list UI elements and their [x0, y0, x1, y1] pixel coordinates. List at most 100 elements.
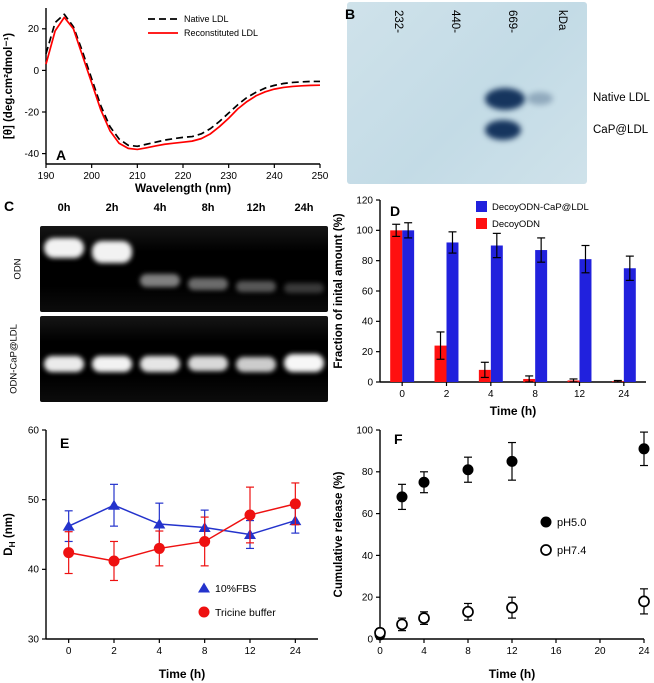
svg-text:4: 4	[488, 389, 494, 400]
svg-text:0: 0	[399, 389, 405, 400]
legend: pH5.0 pH7.4	[540, 516, 586, 557]
svg-text:80: 80	[362, 256, 374, 267]
svg-text:200: 200	[83, 171, 100, 182]
axes: -40 -20 0 20 190 200 210 220 230 240 250	[25, 8, 329, 182]
cumulative-release-chart: 0 20 40 60 80 100 0 4 8 12 16 20 24 Time (h) Cumulativ…	[333, 425, 650, 681]
gel-band	[44, 238, 84, 258]
gel-band	[140, 356, 180, 372]
timepoint-label: 24h	[294, 202, 314, 214]
timepoint-label: 8h	[201, 202, 215, 214]
svg-text:24: 24	[618, 389, 630, 400]
x-axis-label: Time (h)	[490, 404, 536, 418]
panel-d-stability-bar-chart: 0 20 40 60 80 100 120 0 2 4 8 12 24 Time (h) Fraction …	[330, 192, 654, 420]
svg-text:Tricine buffer: Tricine buffer	[215, 607, 276, 619]
series-tricine-buffer	[63, 482, 301, 582]
kda-marker-label: 440-	[449, 10, 461, 34]
axes: 0 20 40 60 80 100 0 4 8 12 16 20 24	[356, 425, 650, 657]
gel-band	[92, 356, 132, 372]
x-axis-label: Time (h)	[489, 667, 535, 681]
legend: DecoyODN-CaP@LDL DecoyODN	[476, 201, 589, 230]
native-ldl-row-label: Native LDL	[593, 92, 650, 104]
svg-text:10%FBS: 10%FBS	[215, 583, 256, 595]
panel-a-cd-spectra: -40 -20 0 20 190 200 210 220 230 240 250 Wavelength…	[0, 0, 330, 197]
x-axis-label: Wavelength (nm)	[135, 181, 231, 195]
svg-text:20: 20	[362, 347, 374, 358]
svg-text:12: 12	[574, 389, 586, 400]
panel-label: D	[390, 203, 400, 219]
gel-band	[236, 357, 276, 372]
svg-text:60: 60	[28, 425, 40, 436]
svg-text:2: 2	[444, 389, 450, 400]
gel-band	[284, 354, 324, 372]
svg-text:-40: -40	[25, 149, 40, 160]
timepoint-label: 2h	[105, 202, 119, 214]
svg-text:20: 20	[594, 646, 606, 657]
odn-capldl-gel-image	[40, 316, 328, 402]
svg-text:0: 0	[367, 377, 373, 388]
svg-text:-20: -20	[25, 107, 40, 118]
panel-label: E	[60, 435, 69, 451]
svg-text:DecoyODN-CaP@LDL: DecoyODN-CaP@LDL	[492, 202, 589, 213]
gel-band	[140, 274, 180, 287]
svg-text:pH5.0: pH5.0	[557, 517, 586, 529]
svg-text:0: 0	[66, 646, 72, 657]
odn-gel-image	[40, 226, 328, 312]
svg-text:DecoyODN: DecoyODN	[492, 219, 540, 230]
odn-capldl-row-label: ODN-CaP@LDL	[8, 324, 20, 394]
capldl-row-label: CaP@LDL	[593, 124, 649, 136]
timepoint-label: 0h	[57, 202, 71, 214]
kda-marker-label: 669-	[506, 10, 518, 34]
svg-text:0: 0	[377, 646, 383, 657]
panel-c-label: C	[4, 198, 15, 214]
gel-band	[284, 283, 324, 293]
svg-text:220: 220	[175, 171, 192, 182]
svg-text:16: 16	[550, 646, 562, 657]
svg-text:190: 190	[38, 171, 55, 182]
svg-text:40: 40	[28, 565, 40, 576]
odn-row-label: ODN	[12, 258, 24, 280]
series-ph7-4	[374, 588, 650, 639]
svg-text:80: 80	[362, 467, 374, 478]
svg-text:30: 30	[28, 634, 40, 645]
svg-text:8: 8	[202, 646, 208, 657]
x-axis-label: Time (h)	[159, 667, 205, 681]
timepoint-label: 12h	[246, 202, 266, 214]
cd-spectra-chart: -40 -20 0 20 190 200 210 220 230 240 250 Wavelength…	[3, 8, 329, 195]
y-axis-label: DH (nm)	[3, 513, 17, 556]
svg-text:40: 40	[362, 317, 374, 328]
gel-band	[188, 278, 228, 290]
gel-band	[236, 281, 276, 292]
panel-b-native-page-gel: B 232- 440- 669- kDa Native LDL CaP@LDL	[335, 0, 654, 192]
svg-text:2: 2	[111, 646, 117, 657]
legend: 10%FBS Tricine buffer	[198, 582, 276, 619]
svg-text:100: 100	[356, 425, 373, 436]
svg-text:0: 0	[367, 634, 373, 645]
svg-text:60: 60	[362, 286, 374, 297]
svg-text:24: 24	[290, 646, 302, 657]
series-native-ldl	[45, 13, 320, 148]
panel-f-cumulative-release-chart: 0 20 40 60 80 100 0 4 8 12 16 20 24 Time (h) Cumulativ…	[330, 420, 654, 683]
svg-text:40: 40	[362, 551, 374, 562]
svg-text:20: 20	[28, 24, 40, 35]
kda-marker-label: kDa	[556, 10, 568, 31]
gel-band	[188, 356, 228, 371]
svg-text:4: 4	[421, 646, 427, 657]
capldl-band	[485, 120, 521, 140]
native-ldl-band-tail	[527, 92, 553, 105]
svg-text:8: 8	[465, 646, 471, 657]
svg-text:250: 250	[312, 171, 329, 182]
svg-text:Reconstituted LDL: Reconstituted LDL	[184, 28, 258, 38]
legend: Native LDL Reconstituted LDL	[148, 14, 258, 38]
y-axis-label: Fraction of inital amount (%)	[333, 213, 345, 368]
panel-label: A	[56, 147, 66, 163]
panel-c-gel-electrophoresis: C 0h 2h 4h 8h 12h 24h ODN ODN-CaP@LDL	[0, 198, 330, 416]
svg-text:Native LDL: Native LDL	[184, 14, 229, 24]
svg-text:0: 0	[33, 66, 39, 77]
svg-text:240: 240	[266, 171, 283, 182]
panel-e-hydrodynamic-diameter-chart: 30 40 50 60 0 2 4 8 12 24 Time (h) DH (nm) 10%FBS Tri…	[0, 420, 330, 683]
svg-text:100: 100	[356, 226, 373, 237]
